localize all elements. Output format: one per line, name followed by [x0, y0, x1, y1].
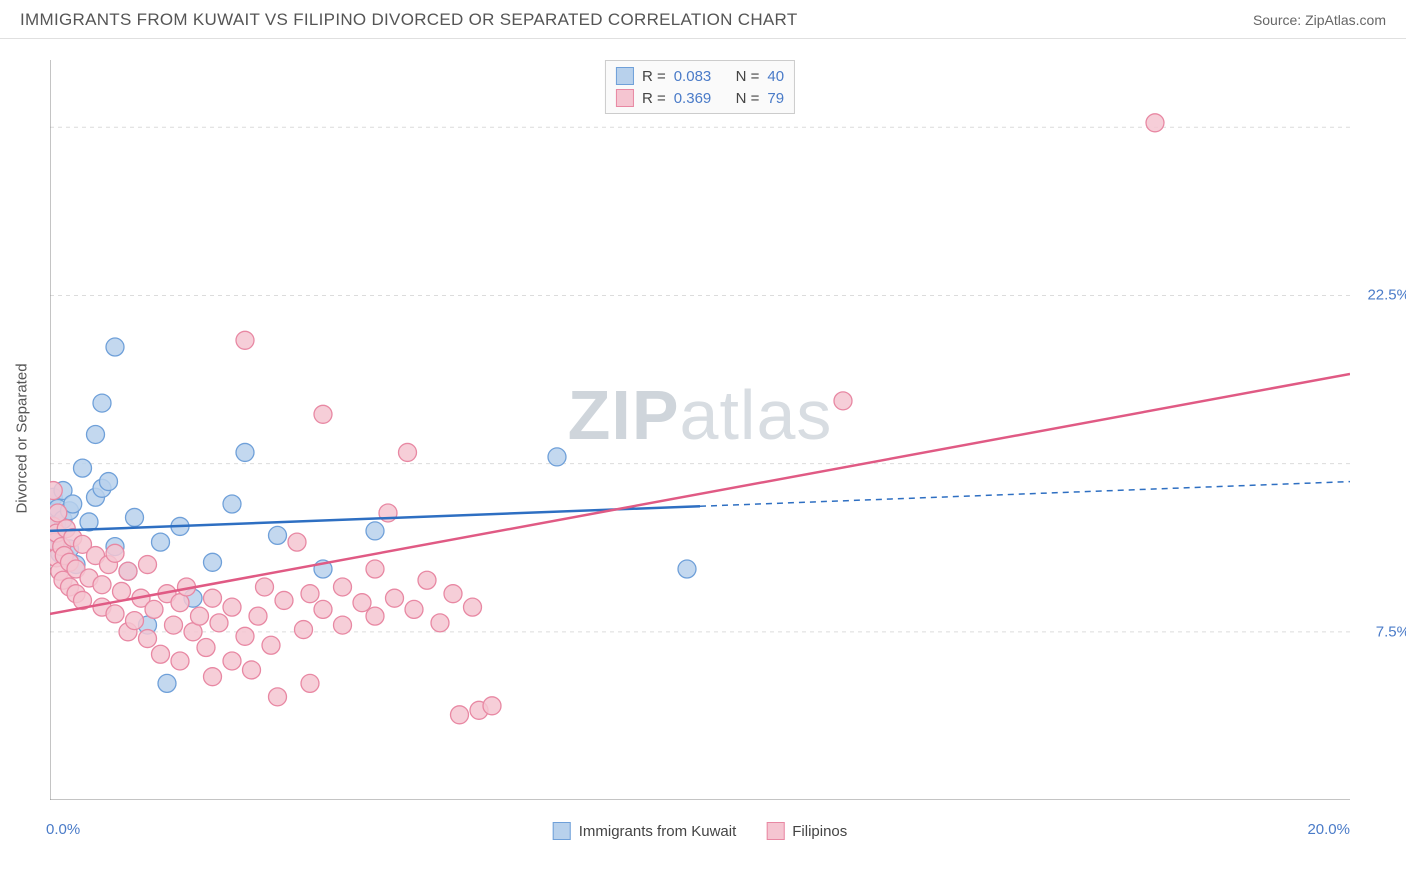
- legend-swatch: [766, 822, 784, 840]
- legend-row: R = 0.369 N = 79: [616, 87, 784, 109]
- bottom-legend: Immigrants from Kuwait Filipinos: [553, 822, 848, 840]
- chart-title: IMMIGRANTS FROM KUWAIT VS FILIPINO DIVOR…: [20, 10, 798, 30]
- x-tick-max: 20.0%: [1307, 821, 1350, 838]
- y-tick-label: 22.5%: [1367, 287, 1406, 304]
- bottom-legend-item: Filipinos: [766, 822, 847, 840]
- legend-swatch: [616, 67, 634, 85]
- source-name: ZipAtlas.com: [1305, 12, 1386, 28]
- legend-n-label: N =: [736, 68, 760, 85]
- header: IMMIGRANTS FROM KUWAIT VS FILIPINO DIVOR…: [0, 0, 1406, 39]
- x-tick-min: 0.0%: [46, 821, 80, 838]
- legend-swatch: [553, 822, 571, 840]
- legend-r-value: 0.083: [674, 68, 712, 85]
- legend-n-label: N =: [736, 90, 760, 107]
- series-name: Filipinos: [792, 823, 847, 840]
- legend-row: R = 0.083 N = 40: [616, 65, 784, 87]
- bottom-legend-item: Immigrants from Kuwait: [553, 822, 737, 840]
- legend-swatch: [616, 89, 634, 107]
- source: Source: ZipAtlas.com: [1253, 12, 1386, 28]
- legend-n-value: 40: [767, 68, 784, 85]
- y-tick-label: 7.5%: [1376, 623, 1406, 640]
- source-label: Source:: [1253, 12, 1301, 28]
- legend-box: R = 0.083 N = 40 R = 0.369 N = 79: [605, 60, 795, 114]
- series-name: Immigrants from Kuwait: [579, 823, 737, 840]
- scatter-plot: [50, 60, 1350, 800]
- legend-n-value: 79: [767, 90, 784, 107]
- legend-r-label: R =: [642, 90, 666, 107]
- y-axis-label: Divorced or Separated: [14, 363, 31, 513]
- legend-r-label: R =: [642, 68, 666, 85]
- chart-area: Divorced or Separated ZIPatlas R = 0.083…: [50, 60, 1350, 800]
- legend-r-value: 0.369: [674, 90, 712, 107]
